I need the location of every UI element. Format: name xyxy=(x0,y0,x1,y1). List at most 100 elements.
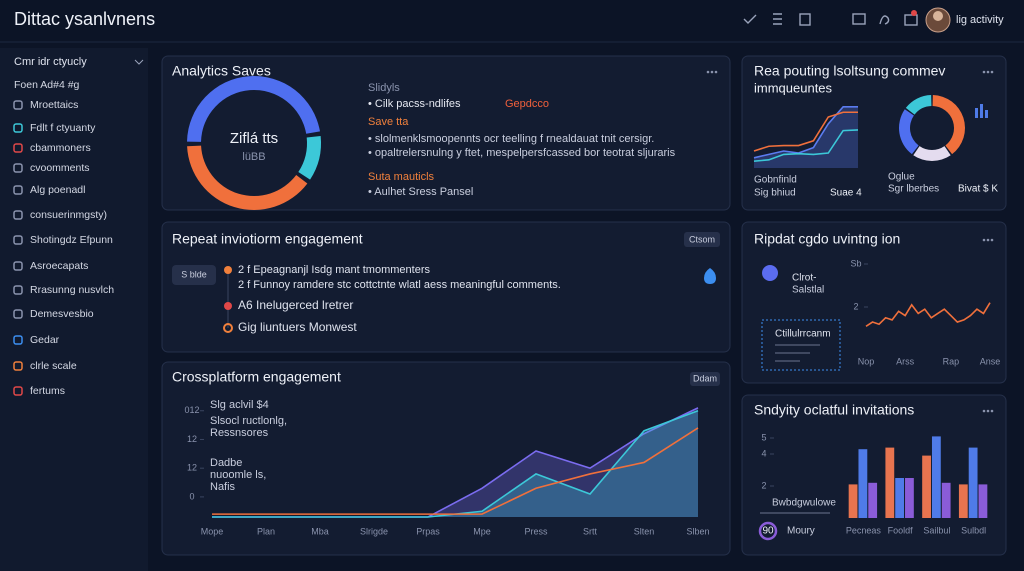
panel-subtitle: immqueuntes xyxy=(754,80,833,95)
x-tick-label: Prpas xyxy=(416,526,440,536)
button[interactable] xyxy=(684,232,720,247)
nav-item[interactable]: fertums xyxy=(30,385,65,397)
badge-label: S blde xyxy=(181,269,207,279)
panel-title: Sndyity oclatful invitations xyxy=(754,402,914,418)
line xyxy=(753,129,859,162)
legend-icon xyxy=(762,265,778,281)
x-tick-label: Rap xyxy=(943,356,960,366)
icon-screen[interactable] xyxy=(852,13,866,25)
panel-menus[interactable] xyxy=(706,70,994,413)
pin-icon[interactable] xyxy=(704,268,716,284)
user-label[interactable]: lig activity xyxy=(956,14,1004,26)
avatar-face xyxy=(933,11,943,21)
donut-center-text: Ziflá tts xyxy=(230,130,278,147)
nav-icon[interactable] xyxy=(13,163,23,173)
note: • opaltrelersnulng y ftet, mespelpersfca… xyxy=(368,147,676,159)
nav-item[interactable]: clrle scale xyxy=(30,360,77,372)
y-tick-label: 12 xyxy=(187,463,197,473)
button-label[interactable]: Ddam xyxy=(693,373,717,383)
nav-icon[interactable] xyxy=(13,143,23,153)
timeline-dot xyxy=(224,302,232,310)
nav-icon[interactable] xyxy=(13,100,23,110)
bar xyxy=(922,455,931,518)
nav-icon[interactable] xyxy=(13,185,23,195)
line xyxy=(753,106,858,159)
note: • Cilk pacss-ndlifes xyxy=(368,98,461,110)
note: Sig bhiud xyxy=(754,188,796,199)
icon-menu[interactable] xyxy=(773,13,782,25)
nav-item[interactable]: Asroecapats xyxy=(30,260,88,272)
y-tick-label: 12 xyxy=(187,434,197,444)
note: Save tta xyxy=(368,116,409,128)
panel-title: Crossplatform engagement xyxy=(172,369,341,385)
nav-icon[interactable] xyxy=(13,285,23,295)
nav-icon[interactable] xyxy=(13,123,23,133)
x-tick-label: Press xyxy=(524,526,548,536)
nav-icon[interactable] xyxy=(13,386,23,396)
nav-icon[interactable] xyxy=(13,335,23,345)
nav-item[interactable]: Fdlt f ctyuanty xyxy=(30,122,96,134)
icon-bag[interactable] xyxy=(904,14,918,26)
list-item: A6 Inelugerced lretrer xyxy=(238,298,353,312)
y-tick-label: 4 xyxy=(761,448,766,458)
note: Salstlal xyxy=(792,285,824,296)
notification-dot xyxy=(911,10,917,16)
x-tick-label: Slten xyxy=(634,526,655,536)
nav-item[interactable]: Mroettaics xyxy=(30,99,78,111)
x-tick-label: Mope xyxy=(201,526,224,536)
toolbar-icons[interactable] xyxy=(743,13,918,26)
bar xyxy=(978,484,988,518)
nav-icon[interactable] xyxy=(13,309,23,319)
chevron[interactable] xyxy=(134,59,144,65)
bar xyxy=(848,484,858,518)
timeline-dot xyxy=(223,323,233,333)
icon-check[interactable] xyxy=(743,14,757,24)
nav-item[interactable]: cbammoners xyxy=(30,142,91,154)
note: Clrot- xyxy=(792,273,816,284)
y-tick-label: 5 xyxy=(761,432,766,442)
donut-segment xyxy=(187,76,320,142)
nav-item[interactable]: Gedar xyxy=(30,334,60,346)
nav-item[interactable]: Rrasunng nusvlch xyxy=(30,284,114,296)
nav-icon[interactable] xyxy=(13,210,23,220)
x-tick-label: Mpe xyxy=(473,526,491,536)
nav-icon[interactable] xyxy=(13,261,23,271)
nav-icon[interactable] xyxy=(13,235,23,245)
sidebar-heading: Cmr idr ctyucly xyxy=(14,56,87,68)
panel xyxy=(741,221,1007,384)
donut-segment xyxy=(913,146,951,161)
nav-item[interactable]: Alg poenadl xyxy=(30,184,85,196)
nav-item[interactable]: consuerinmgsty) xyxy=(30,209,107,221)
donut-segment xyxy=(905,95,932,115)
nav-item[interactable]: Foen Ad#4 #g xyxy=(14,79,80,91)
note: • slolmenklsmoopennts ocr teelling f rne… xyxy=(368,133,654,145)
bar xyxy=(905,478,914,518)
note: Dadbe xyxy=(210,457,242,469)
x-tick-label: Slben xyxy=(686,526,709,536)
panel xyxy=(161,361,731,556)
button[interactable] xyxy=(690,372,720,386)
x-tick-label: Pecneas xyxy=(846,525,882,535)
placeholder-lines xyxy=(760,344,830,514)
nav-item[interactable]: Demesvesbio xyxy=(30,308,94,320)
note: Oglue xyxy=(888,172,915,183)
note: Suae 4 xyxy=(830,188,862,199)
bar xyxy=(968,447,978,518)
button-label[interactable]: Ctsom xyxy=(689,234,715,244)
bar xyxy=(931,436,941,518)
x-tick-label: Sailbul xyxy=(923,525,950,535)
nav-icon[interactable] xyxy=(13,361,23,371)
nav-item[interactable]: Shotingdz Efpunn xyxy=(30,234,113,246)
donut-segment xyxy=(187,145,308,210)
icon-chart[interactable] xyxy=(879,15,890,25)
note: Nafis xyxy=(210,481,236,493)
note: 90 xyxy=(762,526,774,537)
y-tick-label: 2 xyxy=(853,301,858,311)
note: • Aulhet Sress Pansel xyxy=(368,186,473,198)
panel xyxy=(741,55,1007,211)
note: nuoomle ls, xyxy=(210,469,266,481)
nav-item[interactable]: cvoomments xyxy=(30,162,90,174)
icon-doc[interactable] xyxy=(799,13,811,26)
bar xyxy=(868,482,878,518)
